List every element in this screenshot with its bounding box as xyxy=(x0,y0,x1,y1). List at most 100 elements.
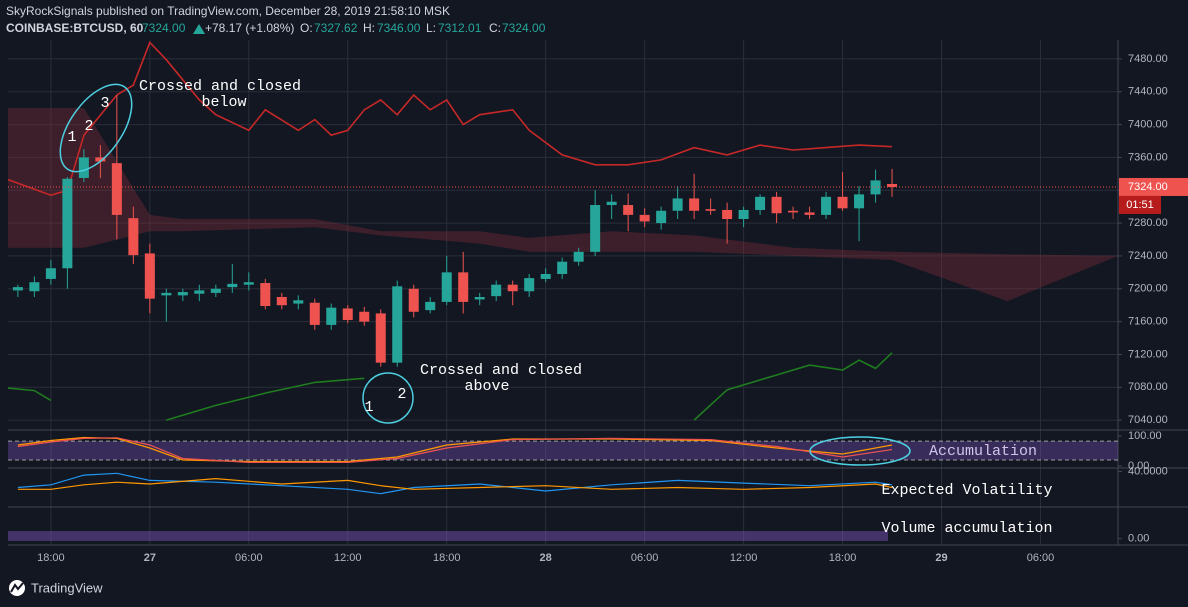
x-tick-label: 12:00 xyxy=(334,552,362,564)
candle-body xyxy=(408,288,419,312)
candle-body xyxy=(590,205,601,252)
cloud xyxy=(8,108,1118,302)
x-tick-label: 06:00 xyxy=(1027,552,1055,564)
candle-body xyxy=(111,163,122,215)
axes: 18:00 27 06:00 12:00 18:00 28 06:00 12:00 18:00 2… xyxy=(37,53,1188,564)
candle-body xyxy=(194,290,205,294)
price-tag xyxy=(1119,177,1188,196)
brand: TradingView xyxy=(31,580,103,595)
countdown: 01:51 xyxy=(1126,199,1154,211)
x-tick-label: 18:00 xyxy=(37,552,65,564)
candle-body xyxy=(243,282,254,285)
candle-body xyxy=(458,272,469,302)
candle-body xyxy=(788,210,799,213)
band xyxy=(8,441,1118,460)
y-tick-label: 7120.00 xyxy=(1128,348,1168,360)
indicator-line xyxy=(8,41,893,197)
candle-body xyxy=(95,157,106,162)
l-label: L: xyxy=(426,21,436,35)
candle-body xyxy=(672,198,683,211)
candle-body xyxy=(177,292,188,296)
indicator-line xyxy=(17,437,893,463)
annotation: Crossed and closed xyxy=(139,78,301,95)
annotation: 1 xyxy=(67,129,76,146)
annotation: Crossed and closed xyxy=(420,362,582,379)
y-tick-label: 7280.00 xyxy=(1128,217,1168,229)
x-tick-label: 12:00 xyxy=(730,552,758,564)
candle-body xyxy=(62,178,73,269)
candle-body xyxy=(45,268,56,279)
x-tick-label: 06:00 xyxy=(631,552,659,564)
candle-body xyxy=(359,311,370,322)
l-value: 7312.01 xyxy=(438,21,482,35)
candle-body xyxy=(392,286,403,363)
indicator-plots xyxy=(8,436,1118,495)
highlight-ellipse xyxy=(59,83,133,173)
y-tick-label: 40.0000 xyxy=(1128,465,1168,477)
candle-body xyxy=(755,196,766,210)
candle-body xyxy=(474,296,485,300)
highlight-circle xyxy=(362,372,414,424)
candle-body xyxy=(540,274,551,279)
candle-body xyxy=(557,261,568,274)
candle-body xyxy=(623,205,634,215)
annotation: 1 xyxy=(364,399,373,416)
candle-body xyxy=(854,194,865,209)
candle-body xyxy=(837,196,848,209)
indicator-line xyxy=(17,472,893,495)
annotation: 3 xyxy=(100,95,109,112)
candle-body xyxy=(128,218,139,256)
candle-body xyxy=(276,296,287,306)
y-tick-label: 7160.00 xyxy=(1128,316,1168,328)
change: +78.17 (+1.08%) xyxy=(205,21,294,35)
y-tick-label: 7080.00 xyxy=(1128,381,1168,393)
candle-body xyxy=(738,209,749,219)
candle-body xyxy=(573,251,584,262)
annotation: Expected Volatility xyxy=(881,482,1052,499)
candle-body xyxy=(78,157,89,178)
y-tick-label: 0.00 xyxy=(1128,533,1149,545)
h-value: 7346.00 xyxy=(377,21,421,35)
publisher: SkyRockSignals published on TradingView.… xyxy=(6,4,450,18)
annotation: below xyxy=(201,94,246,111)
symbol: COINBASE:BTCUSD, 60 xyxy=(6,21,144,35)
annotation: Volume accumulation xyxy=(881,520,1052,537)
annotation: above xyxy=(464,378,509,395)
candle-body xyxy=(524,278,535,292)
candle-body xyxy=(227,283,238,288)
candle-body xyxy=(606,201,617,206)
candle-body xyxy=(821,196,832,215)
candle-body xyxy=(12,287,23,291)
candle-body xyxy=(656,210,667,224)
highlight-ellipse xyxy=(809,436,911,466)
candle-body xyxy=(507,284,518,292)
y-tick-label: 7040.00 xyxy=(1128,414,1168,426)
candle-body xyxy=(425,301,436,311)
o-value: 7327.62 xyxy=(314,21,358,35)
o-label: O: xyxy=(300,21,313,35)
candle-body xyxy=(260,283,271,307)
countdown-tag xyxy=(1119,195,1161,214)
candle-body xyxy=(689,198,700,211)
indicator-line xyxy=(8,352,893,421)
x-tick-label: 28 xyxy=(540,552,552,564)
candle-body xyxy=(804,212,815,215)
x-tick-label: 27 xyxy=(144,552,156,564)
y-tick-label: 7200.00 xyxy=(1128,283,1168,295)
last: 7324.00 xyxy=(142,21,186,35)
candle-body xyxy=(144,253,155,299)
volume-band xyxy=(8,531,888,541)
candle-body xyxy=(326,307,337,325)
annotation: Accumulation xyxy=(929,443,1037,460)
y-tick-label: 100.00 xyxy=(1128,430,1162,442)
candle-body xyxy=(210,288,221,293)
x-tick-label: 06:00 xyxy=(235,552,263,564)
price-tag-label: 7324.00 xyxy=(1128,181,1168,193)
annotation: 2 xyxy=(84,118,93,135)
header: SkyRockSignals published on TradingView.… xyxy=(6,4,546,35)
candle-body xyxy=(705,209,716,211)
c-label: C: xyxy=(489,21,501,35)
